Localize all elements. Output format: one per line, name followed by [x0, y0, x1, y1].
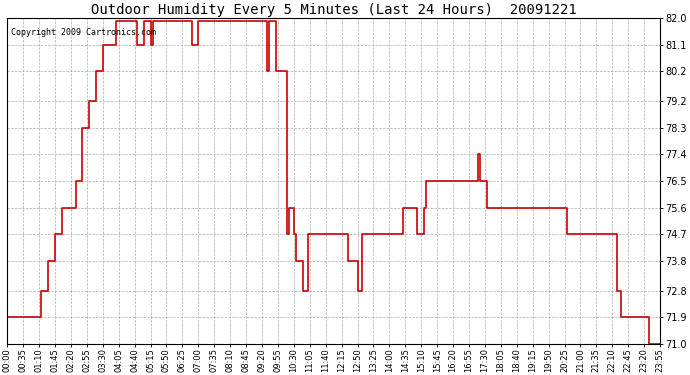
Text: Copyright 2009 Cartronics.com: Copyright 2009 Cartronics.com [10, 28, 155, 37]
Title: Outdoor Humidity Every 5 Minutes (Last 24 Hours)  20091221: Outdoor Humidity Every 5 Minutes (Last 2… [91, 3, 577, 17]
